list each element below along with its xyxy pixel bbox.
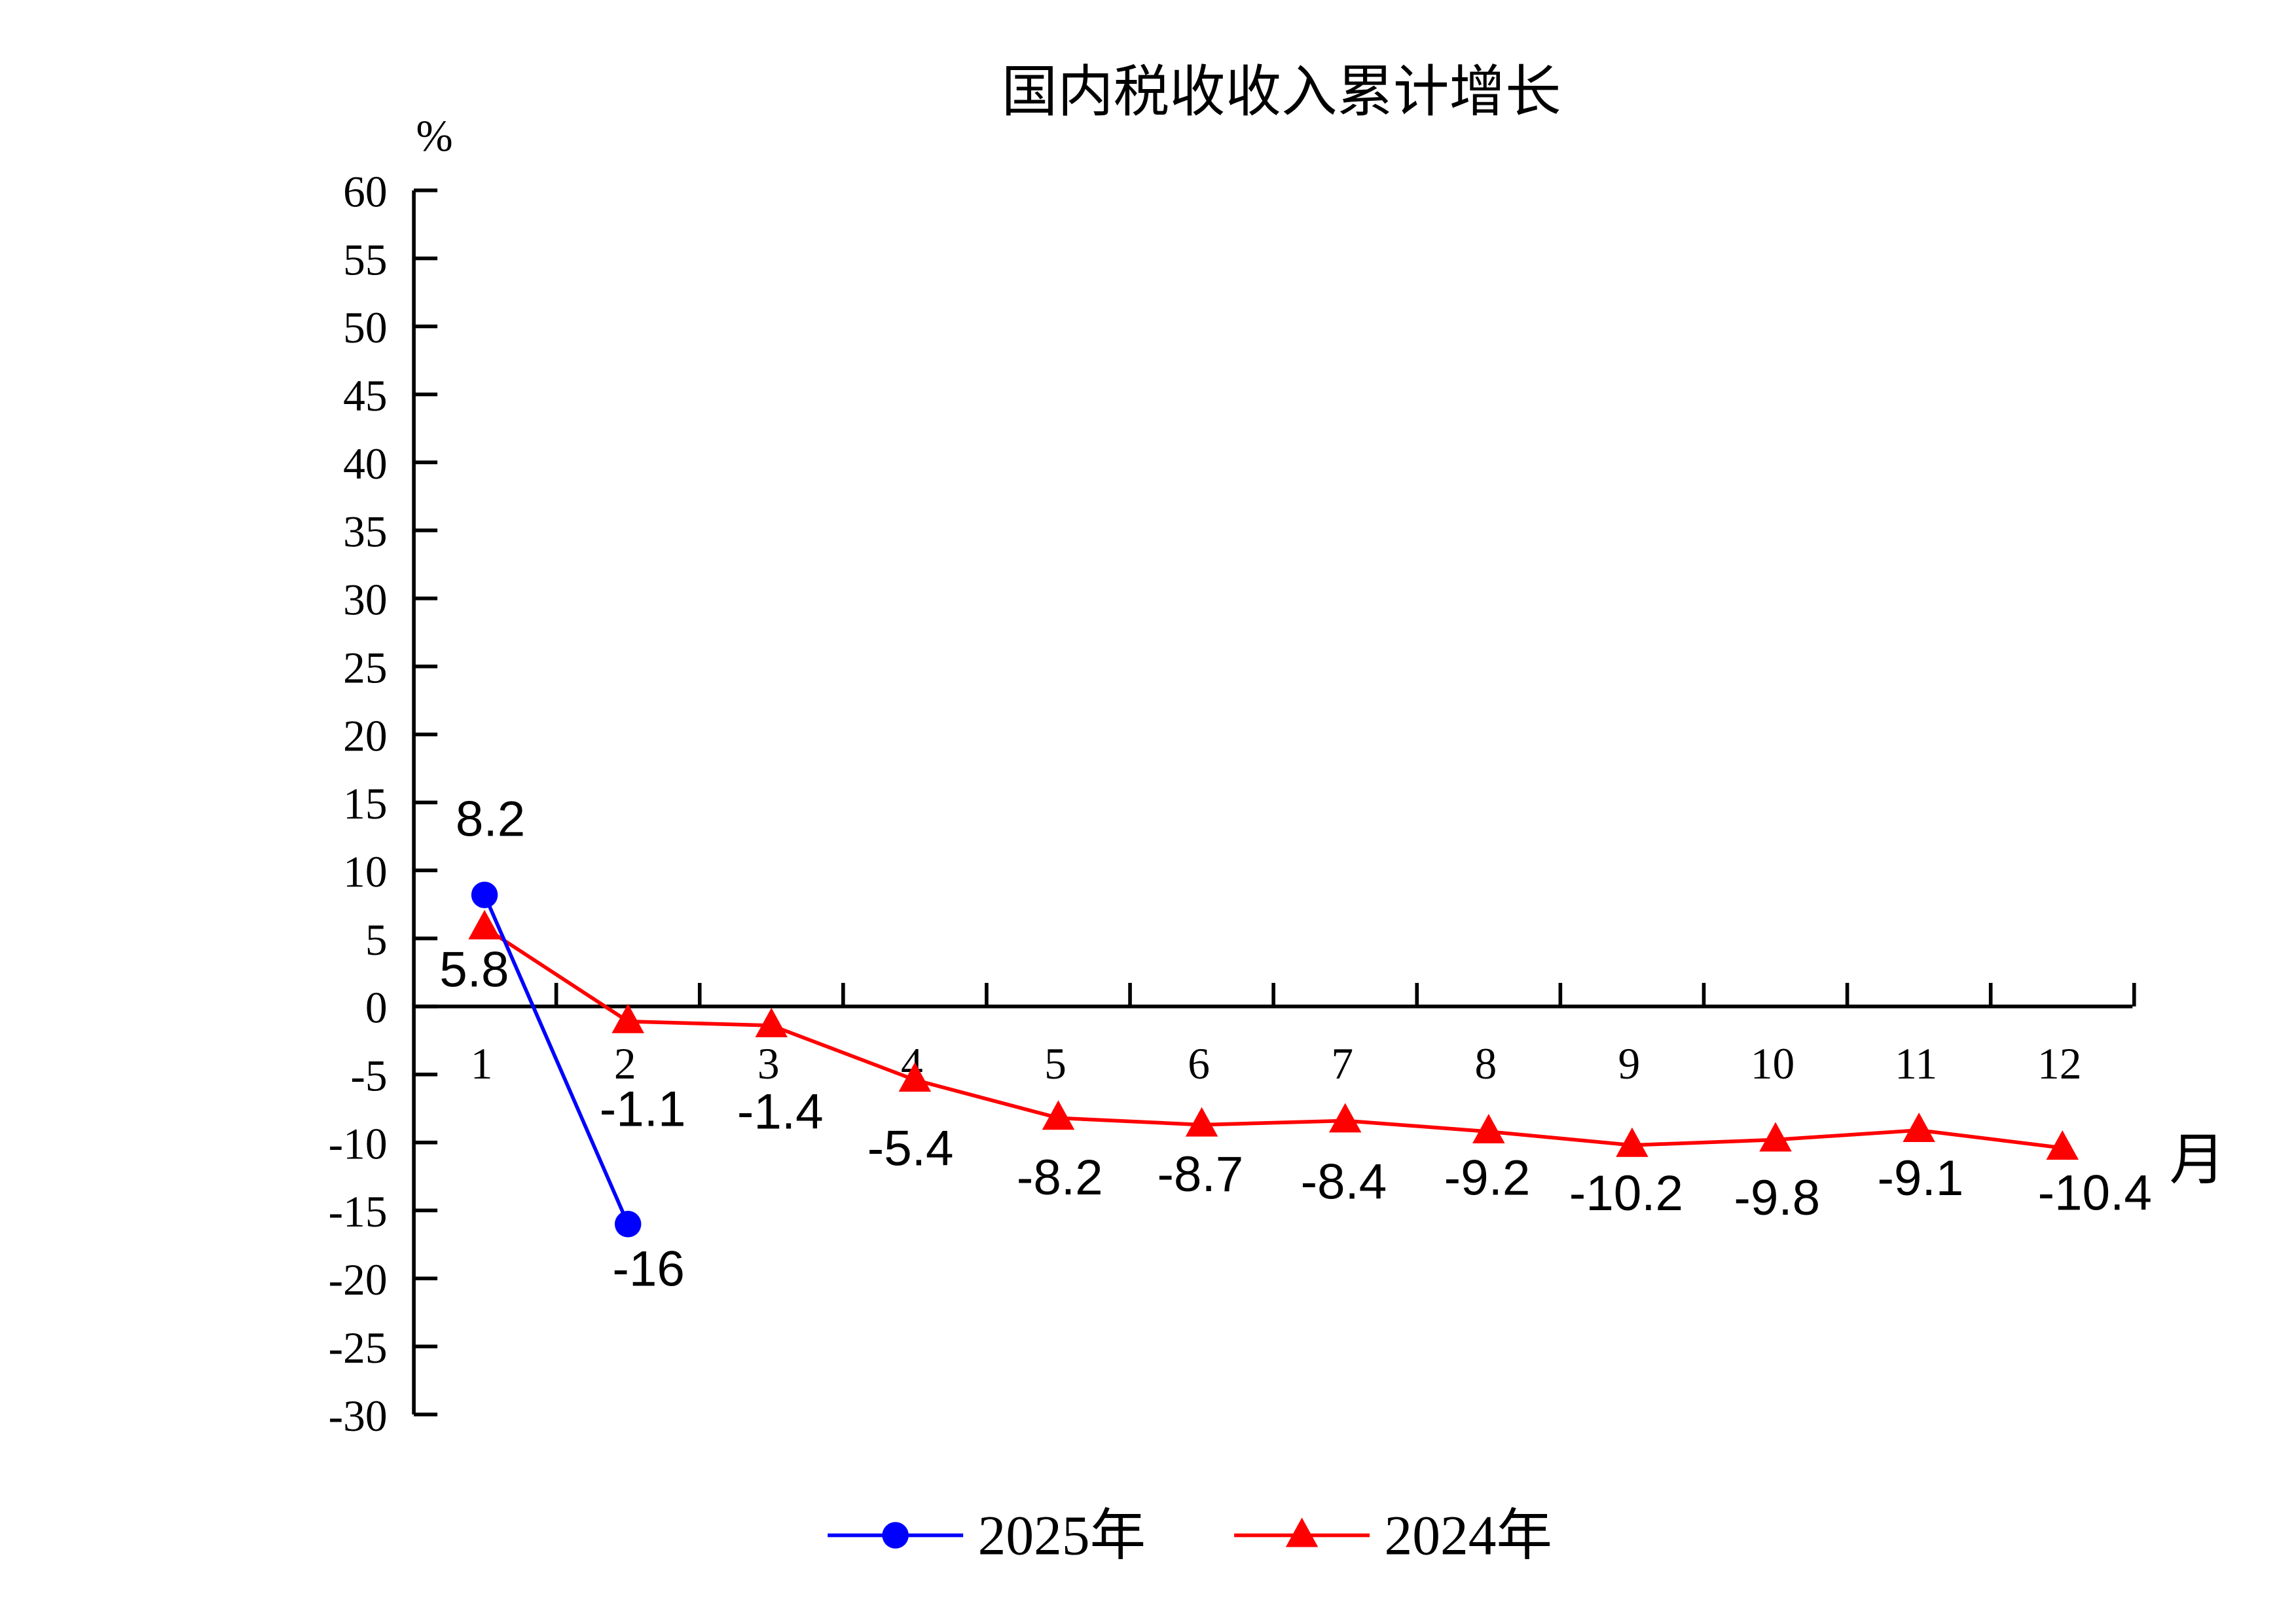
x-tick-label: 11: [1895, 1039, 1937, 1088]
data-point: [755, 1008, 788, 1038]
y-tick-label: 35: [343, 507, 387, 557]
y-tick-label: 60: [343, 167, 387, 216]
y-tick-label: 30: [343, 576, 387, 625]
data-label: -8.4: [1301, 1154, 1387, 1210]
data-label: -1.4: [737, 1084, 824, 1139]
legend: 2025年 2024年: [828, 1505, 1552, 1567]
data-label: -9.8: [1734, 1170, 1820, 1226]
x-tick-label: 5: [1044, 1039, 1066, 1088]
data-label: -9.1: [1877, 1151, 1963, 1206]
x-tick-label: 12: [2037, 1039, 2081, 1088]
legend-item: 2024年: [1234, 1505, 1552, 1567]
y-tick-label: -25: [329, 1323, 388, 1373]
legend-label: 2024年: [1385, 1505, 1552, 1567]
data-point: [1328, 1103, 1362, 1133]
data-point: [1285, 1517, 1319, 1547]
data-label: -10.2: [1569, 1166, 1683, 1221]
x-tick-label: 8: [1474, 1039, 1497, 1088]
series-2024年: 5.8 -1.1 -1.4 -5.4 -8.2 -8.7 -8.4 -9.2 -10.2 -9.8…: [439, 910, 2152, 1226]
x-tick-label: 1: [471, 1039, 493, 1088]
y-tick-label: -10: [329, 1119, 388, 1168]
x-tick-label: 2: [614, 1039, 636, 1088]
data-point: [1185, 1107, 1218, 1137]
y-tick-label: -5: [350, 1052, 387, 1101]
data-label: -1.1: [600, 1082, 686, 1137]
series-line: [483, 926, 2063, 1150]
data-point: [1903, 1112, 1935, 1142]
y-tick-label: -20: [329, 1255, 388, 1304]
legend-item: 2025年: [828, 1505, 1146, 1567]
y-tick-label: -30: [329, 1392, 388, 1441]
y-tick-label: 20: [343, 711, 387, 760]
data-point: [1042, 1100, 1075, 1130]
y-tick-label: -15: [329, 1187, 388, 1236]
series-line: [483, 894, 630, 1225]
y-tick-label: 15: [343, 779, 387, 828]
data-point: [611, 1003, 644, 1033]
data-label: 5.8: [439, 942, 509, 997]
y-tick-label: 5: [365, 915, 388, 965]
data-point: [468, 910, 501, 940]
data-point: [1472, 1114, 1505, 1144]
legend-label: 2025年: [978, 1505, 1146, 1567]
data-label: -8.2: [1017, 1150, 1103, 1206]
data-label: -5.4: [867, 1121, 954, 1177]
x-axis-unit: 月: [2170, 1130, 2225, 1191]
x-tick-label: 9: [1618, 1039, 1641, 1088]
data-point: [2046, 1130, 2079, 1160]
y-tick-label: 50: [343, 303, 387, 352]
y-tick-label: 10: [343, 847, 387, 896]
y-tick-label: 45: [343, 371, 387, 420]
y-axis-unit: %: [416, 111, 453, 160]
data-label: -9.2: [1444, 1151, 1531, 1206]
x-tick-label: 3: [757, 1039, 780, 1088]
data-point: [1616, 1127, 1649, 1157]
data-point: [471, 881, 498, 908]
y-tick-label: 0: [365, 984, 388, 1033]
x-tick-label: 7: [1331, 1039, 1353, 1088]
data-label: -16: [612, 1242, 685, 1297]
x-tick-label: 6: [1188, 1039, 1210, 1088]
data-label: 8.2: [456, 792, 525, 847]
data-point: [882, 1522, 909, 1549]
data-point: [614, 1211, 642, 1238]
x-tick-label: 10: [1751, 1039, 1795, 1088]
data-label: -10.4: [2038, 1165, 2152, 1221]
y-tick-label: 55: [343, 235, 387, 284]
data-label: -8.7: [1157, 1147, 1243, 1202]
y-tick-label: 40: [343, 439, 387, 489]
series-2025年: 8.2 -16: [456, 792, 685, 1297]
data-point: [898, 1062, 932, 1092]
y-tick-label: 25: [343, 643, 387, 692]
chart-title: 国内税收收入累计增长: [1002, 62, 1561, 123]
data-point: [1759, 1122, 1792, 1152]
